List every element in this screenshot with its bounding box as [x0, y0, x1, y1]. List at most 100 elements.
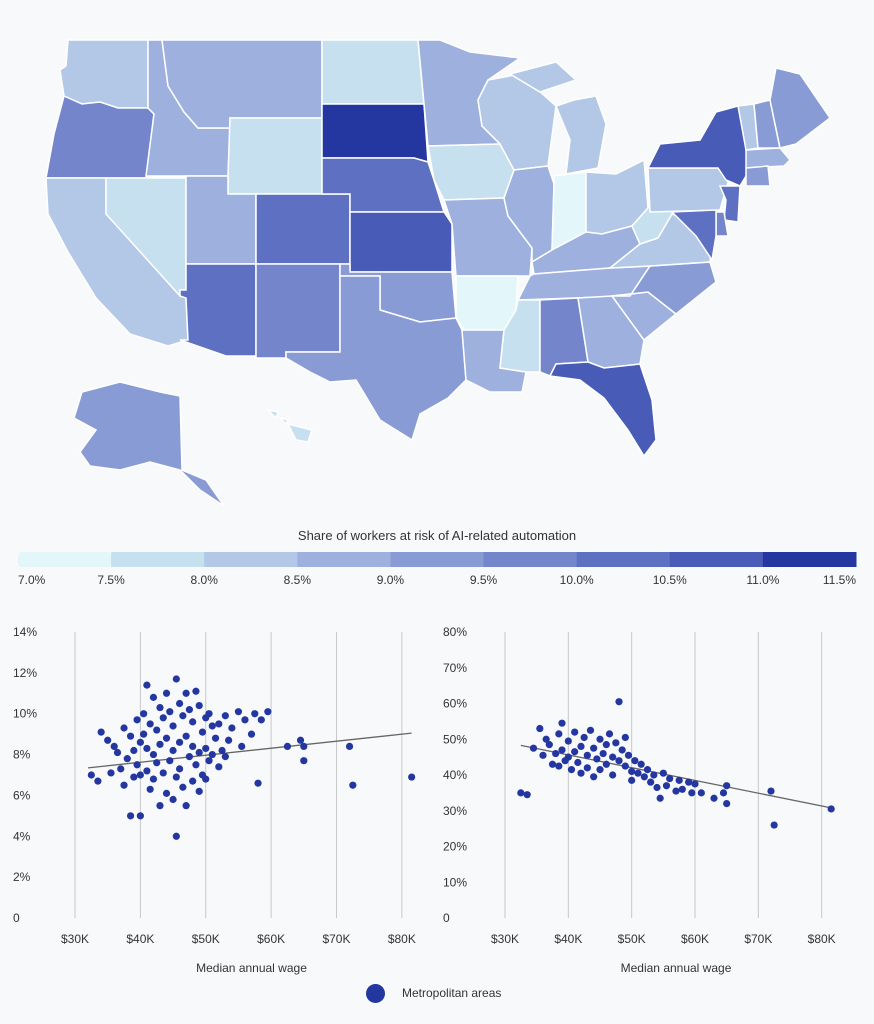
state-CO[interactable] — [255, 193, 351, 265]
data-point — [628, 776, 636, 784]
state-AZ[interactable] — [179, 263, 257, 357]
data-point — [136, 771, 144, 779]
data-point — [529, 744, 538, 752]
data-point — [656, 794, 664, 802]
y-tick-label: 10% — [443, 875, 467, 889]
data-point — [300, 757, 308, 765]
data-point — [719, 789, 728, 797]
state-KS[interactable] — [349, 211, 453, 273]
data-point — [136, 738, 144, 746]
state-HI[interactable] — [265, 408, 313, 443]
data-point — [723, 800, 731, 808]
data-point — [602, 760, 610, 768]
data-point — [596, 766, 604, 774]
data-point — [264, 708, 272, 716]
y-tick-label: 30% — [443, 804, 467, 818]
data-point — [523, 791, 531, 799]
data-point — [182, 802, 190, 810]
data-point — [650, 771, 658, 779]
data-point — [590, 773, 598, 781]
scatter-ai-automation: $30K $40K $50K $60K $70K $80K 0 2% 4% 6% 8% 10% 12% 1… — [0, 625, 416, 975]
data-point — [205, 710, 213, 718]
legend-tick-label: 8.5% — [284, 573, 312, 587]
state-MD[interactable] — [670, 209, 717, 262]
data-point — [149, 775, 158, 783]
data-point — [539, 751, 547, 759]
data-point — [666, 774, 674, 783]
data-point — [609, 771, 617, 779]
state-AK[interactable] — [73, 381, 225, 507]
legend-tick-label: 8.0% — [191, 573, 219, 587]
state-WA[interactable] — [59, 39, 149, 109]
state-MT[interactable] — [161, 39, 323, 129]
data-point — [225, 736, 233, 744]
state-WY[interactable] — [227, 117, 323, 195]
data-point — [166, 757, 174, 765]
data-point — [555, 762, 563, 770]
data-point — [770, 821, 778, 829]
state-TX[interactable] — [285, 275, 467, 442]
y-tick-label: 50% — [443, 732, 467, 746]
state-CT[interactable] — [745, 165, 771, 187]
state-NJ[interactable] — [718, 185, 741, 223]
data-point — [615, 698, 623, 706]
y-tick-label: 6% — [13, 788, 31, 802]
series-legend: Metropolitan areas — [0, 983, 874, 1005]
state-ND[interactable] — [321, 39, 425, 105]
data-point — [153, 759, 161, 767]
data-point — [634, 769, 642, 777]
data-point — [208, 750, 216, 759]
data-point — [146, 720, 154, 728]
state-SD[interactable] — [321, 103, 429, 164]
data-point — [590, 744, 598, 752]
data-point — [691, 780, 699, 788]
data-point — [211, 734, 220, 742]
data-point — [149, 750, 158, 759]
data-point — [130, 746, 138, 755]
data-point — [571, 728, 579, 736]
state-ME[interactable] — [769, 67, 832, 149]
data-point — [221, 712, 229, 720]
data-point — [179, 712, 187, 720]
data-point — [283, 742, 292, 750]
legend-bin — [669, 552, 764, 567]
state-PA[interactable] — [647, 167, 729, 213]
data-point — [624, 751, 633, 759]
legend-tick-label: 10.5% — [653, 573, 687, 587]
trend-line — [88, 732, 412, 769]
data-point — [637, 760, 645, 768]
state-IA[interactable] — [427, 143, 515, 201]
state-MI[interactable] — [508, 61, 607, 175]
data-point — [697, 789, 705, 797]
data-point — [172, 675, 180, 683]
data-point — [296, 736, 305, 744]
data-point — [133, 716, 141, 724]
legend-title: Share of workers at risk of AI-related a… — [297, 528, 577, 543]
data-point — [723, 782, 731, 790]
data-point — [631, 757, 639, 765]
data-point — [189, 718, 197, 726]
x-tick-label: $50K — [192, 932, 220, 946]
data-point — [586, 726, 595, 734]
state-MA[interactable] — [745, 147, 792, 169]
data-point — [247, 730, 256, 738]
legend-bin — [483, 552, 578, 567]
data-point — [104, 736, 112, 744]
x-axis-label: Median annual wage — [621, 961, 732, 975]
y-tick-label: 2% — [13, 870, 31, 884]
state-OR[interactable] — [45, 94, 155, 179]
state-FL[interactable] — [548, 361, 657, 458]
legend-bin — [762, 552, 857, 567]
data-point — [97, 728, 105, 736]
data-point — [221, 753, 229, 761]
series-legend-label: Metropolitan areas — [402, 986, 502, 1000]
state-NM[interactable] — [255, 263, 341, 359]
data-point — [672, 787, 680, 795]
y-tick-label: 12% — [13, 666, 37, 680]
data-point — [182, 689, 190, 697]
x-tick-label: $40K — [554, 932, 582, 946]
data-point — [251, 710, 259, 718]
legend-tick-label: 10.0% — [560, 573, 594, 587]
legend-scale: 7.0% 7.5% 8.0% 8.5% 9.0% 9.5% 10.0% 10.5% 11.0% 1… — [18, 552, 857, 587]
data-point — [612, 739, 620, 747]
